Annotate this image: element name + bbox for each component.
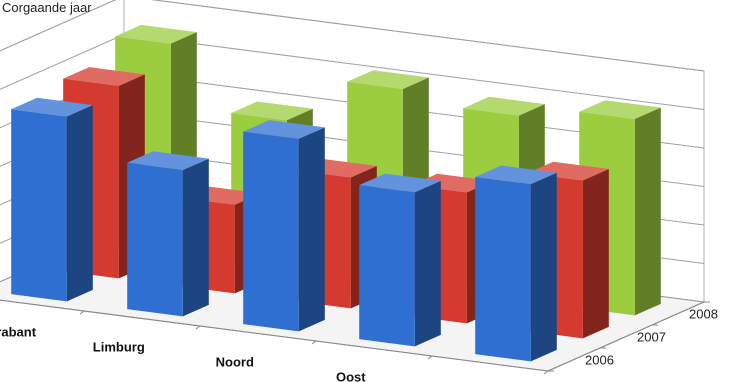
bar-front-face [475, 177, 531, 362]
bar-top-face [11, 97, 93, 117]
bar-top-face [475, 165, 557, 185]
x-axis-tick [195, 325, 201, 330]
bar-side-face [582, 169, 609, 339]
series-depth-labels: 2006 2007 2008 [585, 307, 718, 368]
bar-side-face [298, 127, 325, 332]
bar-top-face [63, 67, 145, 86]
bar-top-face [115, 24, 197, 44]
category-label: N.-Brabant [0, 325, 37, 340]
x-axis-tick [79, 310, 85, 315]
x-axis-tick [311, 340, 317, 345]
bar-side-face [414, 180, 441, 347]
bar-2006-Nederland [475, 165, 557, 362]
series-label: 2006 [585, 353, 614, 368]
bar-side-face [182, 158, 209, 317]
bar-side-face [530, 172, 557, 362]
bar-top-face [463, 96, 545, 116]
bar-front-face [127, 162, 183, 317]
series-label: 2007 [637, 330, 666, 345]
bar-top-face [231, 101, 313, 121]
bar-2006-N.-Brabant [11, 97, 93, 302]
bar-top-face [579, 100, 661, 119]
bar-side-face [66, 105, 93, 302]
x-axis-line [0, 299, 549, 372]
bar-top-face [243, 120, 325, 139]
gridline [0, 0, 705, 72]
bar-top-face [359, 173, 441, 193]
depth-axis-line [547, 301, 705, 372]
bar-top-face [347, 70, 429, 89]
category-label: Oost [336, 370, 366, 382]
bar-top-face [127, 151, 209, 171]
category-label: Limburg [93, 340, 145, 355]
bar-side-face [634, 107, 661, 316]
bar-2006-Noord [243, 120, 325, 332]
bar-front-face [359, 185, 415, 347]
series-label: 2008 [689, 307, 718, 322]
category-label: Noord [216, 355, 254, 370]
bar-front-face [11, 109, 67, 302]
x-axis-tick [543, 370, 549, 375]
bar-2006-Oost [359, 173, 441, 347]
bar-front-face [243, 131, 299, 332]
bar-2006-Limburg [127, 151, 209, 317]
x-axis-category-labels: N.-BrabantLimburgNoordOostNederland [0, 325, 366, 382]
x-axis-tick [427, 355, 433, 360]
chart-title: Corgaande jaar [2, 0, 92, 15]
bars [11, 24, 661, 362]
